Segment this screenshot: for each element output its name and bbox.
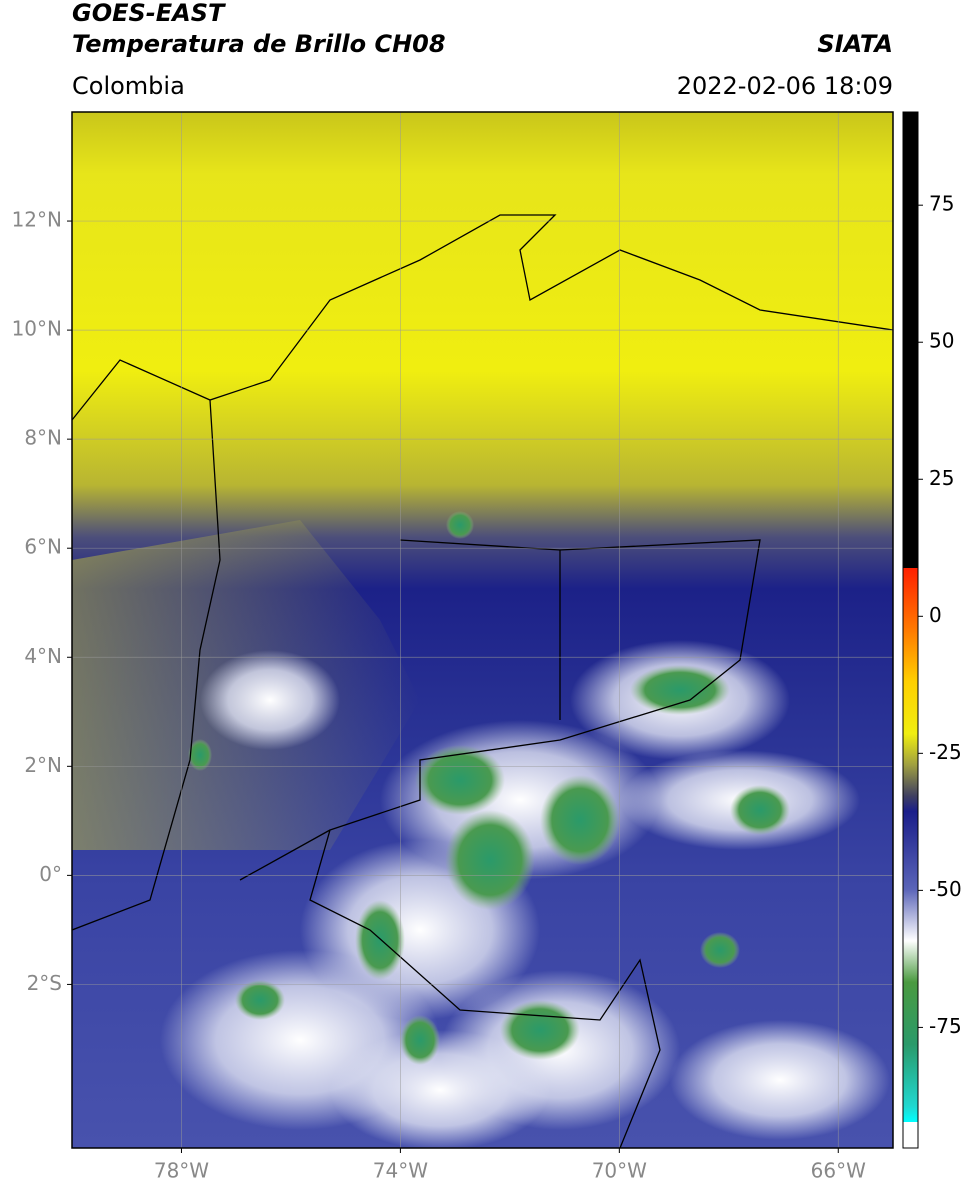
colorbar-tick-label: 75 (929, 192, 954, 216)
colorbar-tick-label: -75 (929, 1014, 962, 1038)
title: GOES-EAST (72, 0, 226, 27)
y-tick-label: 2°N (24, 753, 62, 777)
map-frame (71, 111, 894, 1149)
region: Colombia (72, 72, 185, 100)
y-tick-label: 8°N (24, 426, 62, 450)
colorbar-tick-label: 25 (929, 466, 954, 490)
datetime: 2022-02-06 18:09 (677, 72, 893, 100)
x-tick-label: 74°W (373, 1159, 428, 1183)
y-tick-label: 0° (39, 862, 62, 886)
x-tick-label: 78°W (154, 1159, 209, 1183)
satellite-image (72, 112, 893, 1148)
colorbar-tick-label: 50 (929, 329, 954, 353)
colorbar-tick-label: 0 (929, 603, 942, 627)
y-tick-label: 12°N (12, 208, 62, 232)
colorbar-tick-label: -25 (929, 740, 962, 764)
x-tick-label: 66°W (811, 1159, 866, 1183)
y-tick-label: 6°N (24, 535, 62, 559)
y-tick-label: 4°N (24, 644, 62, 668)
y-tick-label: 2°S (27, 971, 62, 995)
x-tick-label: 70°W (592, 1159, 647, 1183)
grid (72, 112, 893, 1148)
y-tick-label: 10°N (12, 317, 62, 341)
source: SIATA (817, 30, 893, 58)
subtitle: Temperatura de Brillo CH08 (72, 30, 446, 58)
colorbar-frame (902, 111, 919, 1149)
colorbar (903, 112, 918, 1148)
colorbar-tick-label: -50 (929, 877, 962, 901)
